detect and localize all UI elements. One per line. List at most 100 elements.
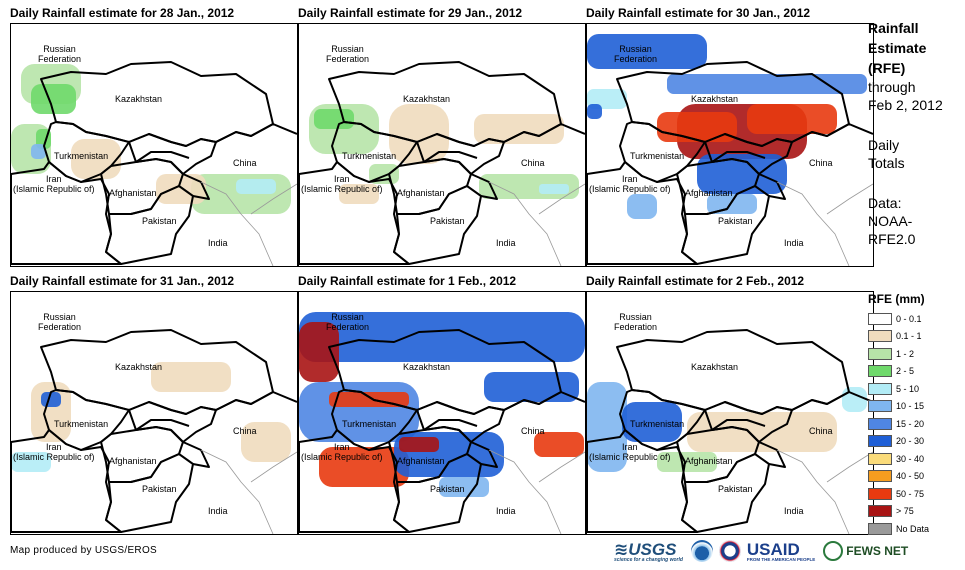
label-turkmenistan: Turkmenistan [54,151,109,161]
panel-title: Daily Rainfall estimate for 2 Feb., 2012 [586,274,805,288]
label-turkmenistan: Turkmenistan [342,419,397,429]
label-china: China [521,426,545,436]
legend-item: 15 - 20 [868,415,964,433]
rainfall-patch [474,114,564,144]
legend-item: 5 - 10 [868,380,964,398]
label-pakistan: Pakistan [430,484,465,494]
label-line: Iran [622,174,638,184]
label-pakistan: Pakistan [430,216,465,226]
rainfall-patch [627,194,657,219]
label-line: (Islamic Republic of) [301,452,383,462]
label-china: China [809,426,833,436]
label-russia: Russian Federation [614,44,657,64]
legend-item: 0 - 0.1 [868,310,964,328]
rainfall-patch [587,104,602,119]
label-line: Federation [38,322,82,332]
label-line: Iran [334,442,350,452]
rainfall-patch [587,34,707,69]
legend-item: No Data [868,520,964,538]
country-boundaries [587,329,873,534]
usaid-seal-icon [718,540,741,562]
rainfall-patch [667,74,867,94]
country-boundaries [587,34,873,266]
label-india: India [496,238,516,248]
rainfall-patch [657,452,717,472]
map-frame: Russian Federation Kazakhstan Turkmenist… [10,23,298,267]
rainfall-patch [299,322,339,382]
label-india: India [784,238,804,248]
label-afghanistan: Afghanistan [685,188,733,198]
legend-label: 0 - 0.1 [896,313,922,324]
legend-label: 0.1 - 1 [896,331,922,342]
usaid-logo: USAID FROM THE AMERICAN PEOPLE [747,540,815,562]
logo-strip: ≋USGS science for a changing world USAID… [614,538,908,564]
label-china: China [809,158,833,168]
through-date: Feb 2, 2012 [868,97,943,113]
rainfall-patch [31,144,46,159]
label-line: Russian [619,312,652,322]
label-kazakhstan: Kazakhstan [691,94,739,104]
label-russia: Russian Federation [614,312,657,332]
label-iran: Iran (Islamic Republic of) [13,174,95,194]
legend-swatch [868,312,892,325]
usaid-tagline: FROM THE AMERICAN PEOPLE [746,557,816,562]
map-frame: Russian Federation Kazakhstan Turkmenist… [298,291,586,535]
legend-swatch [868,452,892,465]
rainfall-patch [484,372,579,402]
legend-item: 20 - 30 [868,433,964,451]
map-credit: Map produced by USGS/EROS [10,545,158,556]
rainfall-patch [299,312,585,362]
rainfall-patch [534,432,584,457]
data-source: RFE2.0 [868,231,916,247]
legend-swatch [868,417,892,430]
legend-swatch [868,400,892,413]
label-iran: Iran (Islamic Republic of) [589,174,671,194]
legend-label: 30 - 40 [896,453,925,464]
label-russia: Russian Federation [38,312,81,332]
label-afghanistan: Afghanistan [685,456,733,466]
map-panel-6: Daily Rainfall estimate for 2 Feb., 2012… [586,274,874,538]
label-india: India [784,506,804,516]
fews-globe-icon [823,541,844,561]
label-line: (Islamic Republic of) [301,184,383,194]
rainfall-patch [319,447,409,487]
legend-item: 10 - 15 [868,398,964,416]
rainfall-patch [41,392,61,407]
label-afghanistan: Afghanistan [109,188,157,198]
label-pakistan: Pakistan [142,216,177,226]
label-kazakhstan: Kazakhstan [115,94,163,104]
label-iran: Iran (Islamic Republic of) [301,174,383,194]
rfe-description: Rainfall Estimate (RFE) through Feb 2, 2… [868,18,964,248]
country-boundaries [299,61,585,266]
label-kazakhstan: Kazakhstan [403,94,451,104]
rainfall-patch [314,109,354,129]
legend-label: No Data [896,523,930,534]
rainfall-patch [31,84,76,114]
label-india: India [496,506,516,516]
label-india: India [208,506,228,516]
legend-label: 1 - 2 [896,348,915,359]
label-iran: Iran (Islamic Republic of) [589,442,671,462]
through-label: through [868,79,916,95]
country-boundaries [299,312,585,534]
legend-label: 15 - 20 [896,418,925,429]
usgs-wordmark: ≋USGS [614,539,677,559]
totals-label: Totals [868,155,905,171]
label-line: Federation [614,322,658,332]
label-line: Russian [619,44,652,54]
label-line: Russian [43,44,76,54]
rfe-title-line: (RFE) [868,60,906,76]
label-iran: Iran (Islamic Republic of) [13,442,95,462]
label-line: Russian [331,44,364,54]
label-line: Iran [46,174,62,184]
label-russia: Russian Federation [326,44,369,64]
map-panel-2: Daily Rainfall estimate for 29 Jan., 201… [298,6,586,270]
panel-title: Daily Rainfall estimate for 30 Jan., 201… [586,6,811,20]
map-panel-5: Daily Rainfall estimate for 1 Feb., 2012… [298,274,586,538]
usgs-logo: ≋USGS science for a changing world [614,540,683,563]
rainfall-patch [657,112,737,142]
legend-label: 2 - 5 [896,366,915,377]
label-pakistan: Pakistan [718,484,753,494]
rainfall-patch [339,184,379,204]
label-line: Iran [46,442,62,452]
